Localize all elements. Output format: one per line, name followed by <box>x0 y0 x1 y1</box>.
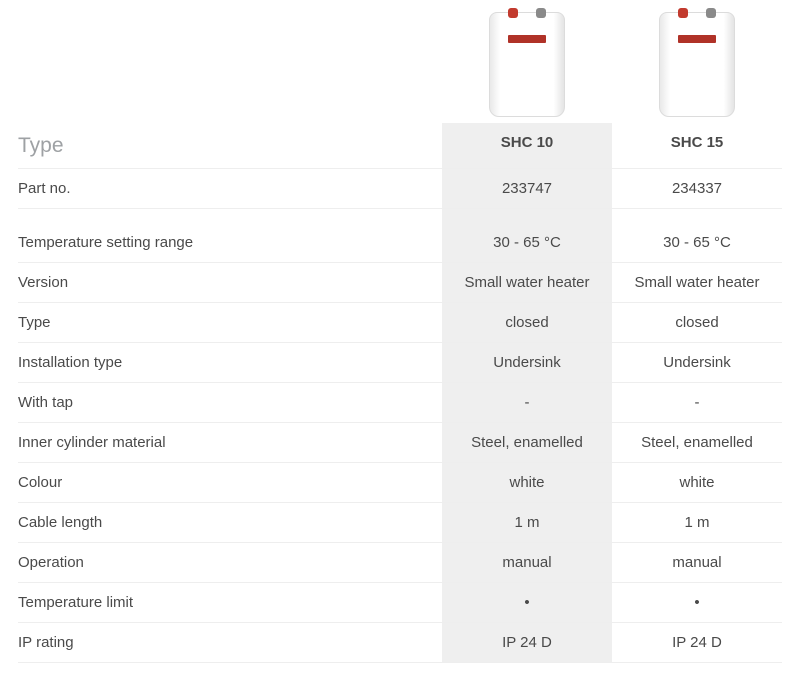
row-value: closed <box>612 303 782 342</box>
row-value: IP 24 D <box>612 623 782 662</box>
row-value: 1 m <box>442 503 612 542</box>
table-row: Operationmanualmanual <box>18 543 782 583</box>
column-header-2[interactable]: SHC 15 <box>612 123 782 168</box>
row-value: - <box>612 383 782 422</box>
row-label: Part no. <box>18 169 442 208</box>
table-row: Temperature limit•• <box>18 583 782 623</box>
row-value: Small water heater <box>612 263 782 302</box>
row-value: white <box>442 463 612 502</box>
row-value: Undersink <box>612 343 782 382</box>
table-row: Part no.233747234337 <box>18 169 782 209</box>
row-value: 30 - 65 °C <box>612 223 782 262</box>
comparison-table: Type SHC 10 SHC 15 Part no.233747234337T… <box>18 12 782 663</box>
table-row: IP ratingIP 24 DIP 24 D <box>18 623 782 663</box>
product-image-icon <box>489 12 565 117</box>
column-header-1[interactable]: SHC 10 <box>442 123 612 168</box>
table-header-row: Type SHC 10 SHC 15 <box>18 123 782 169</box>
row-value: 234337 <box>612 169 782 208</box>
row-label: Colour <box>18 463 442 502</box>
row-value: manual <box>612 543 782 582</box>
row-value: • <box>442 583 612 622</box>
row-label: Temperature limit <box>18 583 442 622</box>
row-label: Version <box>18 263 442 302</box>
row-value: Small water heater <box>442 263 612 302</box>
product-image-icon <box>659 12 735 117</box>
row-label: IP rating <box>18 623 442 662</box>
row-label: Type <box>18 303 442 342</box>
table-row: Colourwhitewhite <box>18 463 782 503</box>
row-value: 1 m <box>612 503 782 542</box>
table-row: Typeclosedclosed <box>18 303 782 343</box>
row-label: Installation type <box>18 343 442 382</box>
product-image-row <box>18 12 782 123</box>
row-value: manual <box>442 543 612 582</box>
row-gap <box>18 209 782 223</box>
row-label: Inner cylinder material <box>18 423 442 462</box>
table-row: Inner cylinder materialSteel, enamelledS… <box>18 423 782 463</box>
row-label: Operation <box>18 543 442 582</box>
header-type-label: Type <box>18 123 442 168</box>
row-value: closed <box>442 303 612 342</box>
table-row: VersionSmall water heaterSmall water hea… <box>18 263 782 303</box>
product-image-col-1 <box>442 12 612 123</box>
row-label: With tap <box>18 383 442 422</box>
row-value: 30 - 65 °C <box>442 223 612 262</box>
row-label: Temperature setting range <box>18 223 442 262</box>
row-label: Cable length <box>18 503 442 542</box>
product-image-col-2 <box>612 12 782 123</box>
table-row: Installation typeUndersinkUndersink <box>18 343 782 383</box>
row-value: IP 24 D <box>442 623 612 662</box>
row-value: Undersink <box>442 343 612 382</box>
row-value: Steel, enamelled <box>442 423 612 462</box>
row-value: 233747 <box>442 169 612 208</box>
row-value: Steel, enamelled <box>612 423 782 462</box>
row-value: • <box>612 583 782 622</box>
row-value: white <box>612 463 782 502</box>
row-value: - <box>442 383 612 422</box>
table-row: With tap-- <box>18 383 782 423</box>
table-row: Cable length1 m1 m <box>18 503 782 543</box>
table-row: Temperature setting range30 - 65 °C30 - … <box>18 223 782 263</box>
